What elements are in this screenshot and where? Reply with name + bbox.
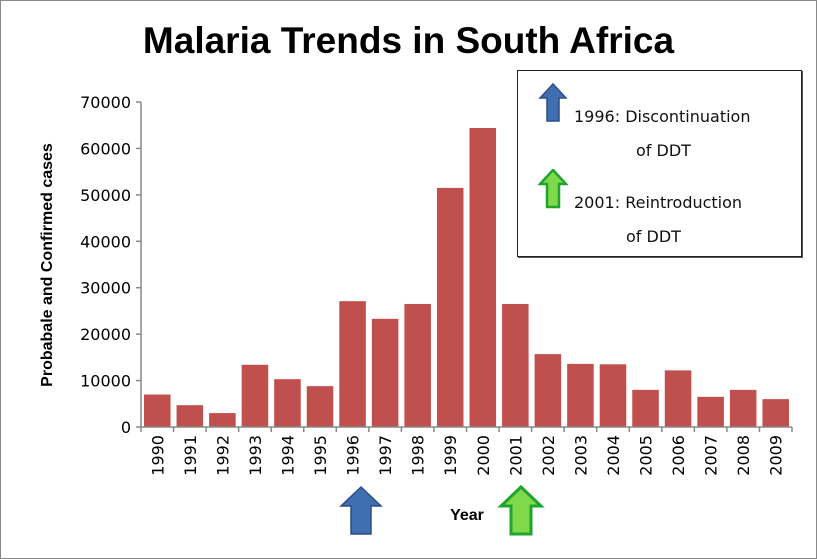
bar-2007 [697,396,724,427]
x-tick-label-2004: 2004 [604,435,623,476]
y-axis-label: Probabale and Confirmed cases [39,143,56,387]
x-tick-label-2003: 2003 [571,435,590,476]
x-tick-label-1999: 1999 [441,435,460,476]
bar-2001 [502,303,529,427]
arrow-1996-icon [339,485,383,535]
chart-title: Malaria Trends in South Africa [142,20,675,61]
y-tick-label: 30000 [80,279,131,298]
bar-2008 [729,389,757,427]
x-tick-label-1990: 1990 [148,435,167,476]
x-tick-label-2005: 2005 [637,435,656,476]
bar-1990 [144,394,171,427]
x-tick-label-1992: 1992 [213,435,232,476]
bar-2005 [632,389,659,427]
legend-1996-line1: 1996: Discontinuation [574,107,751,126]
bar-1998 [404,303,431,427]
bar-1991 [176,405,204,427]
bar-2009 [762,399,789,427]
x-tick-label-2009: 2009 [767,435,786,476]
bar-2002 [534,354,562,427]
legend-1996-line2: of DDT [636,141,691,160]
x-tick-label-1993: 1993 [246,435,265,476]
bar-1995 [306,386,334,427]
x-tick-label-2001: 2001 [506,435,525,476]
bar-1993 [241,364,269,427]
x-axis-label: Year [450,507,484,524]
legend-2001-line2: of DDT [626,227,681,246]
x-tick-label-1996: 1996 [344,435,363,476]
y-tick-label: 20000 [80,325,131,344]
blue-arrow-icon [538,83,568,122]
bar-1992 [209,413,236,427]
bar-2004 [599,364,627,427]
legend: 1996: Discontinuation of DDT 2001: Reint… [517,70,802,257]
x-tick-label-1997: 1997 [376,435,395,476]
y-tick-label: 40000 [80,232,131,251]
y-tick-label: 60000 [80,139,131,158]
x-tick-label-2008: 2008 [734,435,753,476]
green-arrow-icon [538,169,568,209]
y-tick-label: 50000 [80,186,131,205]
legend-2001-line1: 2001: Reintroduction [574,193,743,212]
bar-2003 [567,363,594,427]
bar-1999 [436,187,464,427]
bar-1997 [371,318,399,427]
bar-2000 [469,128,497,427]
x-tick-label-2000: 2000 [474,435,493,476]
x-tick-label-1991: 1991 [181,435,200,476]
y-tick-label: 70000 [80,93,131,112]
x-tick-label-1998: 1998 [409,435,428,476]
bar-1994 [274,379,301,427]
bar-1996 [339,301,366,427]
x-tick-label-2006: 2006 [669,435,688,476]
bar-2006 [664,370,692,427]
arrow-2001-icon [497,484,545,536]
x-tick-label-2002: 2002 [539,435,558,476]
x-tick-label-1994: 1994 [278,435,297,476]
x-tick-label-2007: 2007 [702,435,721,476]
x-tick-label-1995: 1995 [311,435,330,476]
y-tick-label: 0 [121,418,131,437]
y-tick-label: 10000 [80,372,131,391]
